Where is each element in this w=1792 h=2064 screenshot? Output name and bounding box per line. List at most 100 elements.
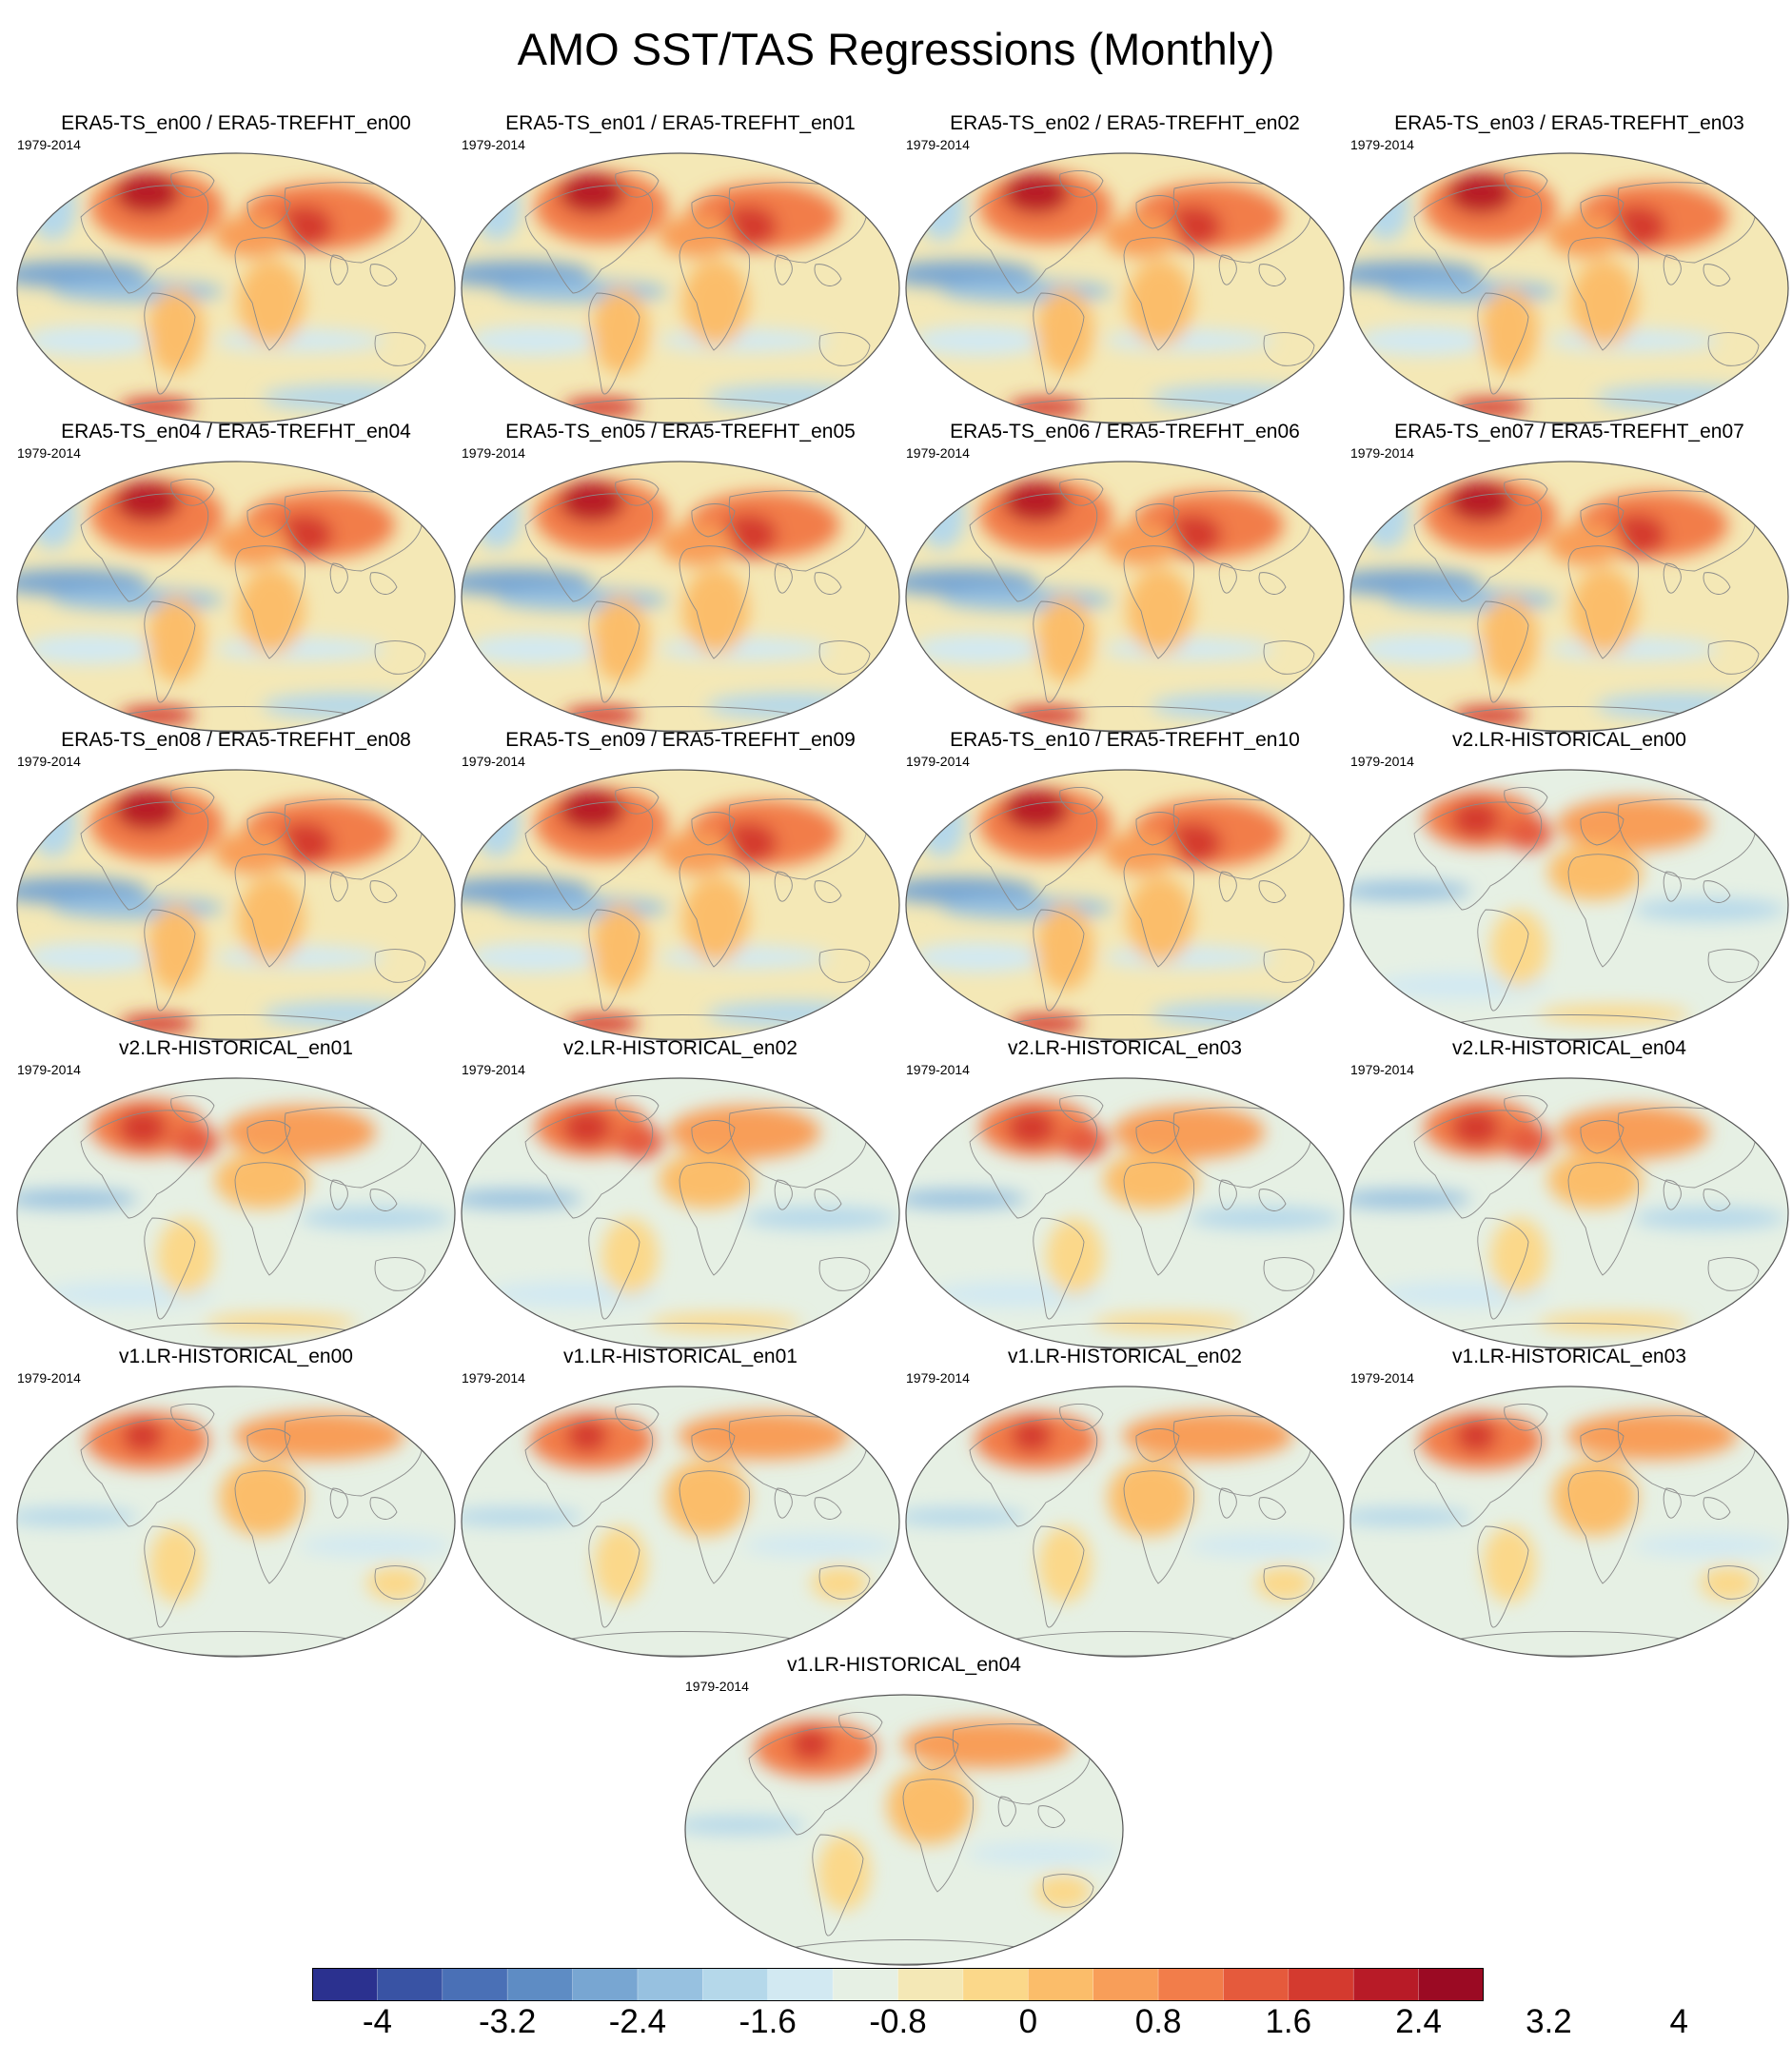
panel-title: v1.LR-HISTORICAL_en03 xyxy=(1452,1346,1686,1367)
colorbar-segment xyxy=(1353,1968,1420,2001)
coastline-australia xyxy=(1042,1874,1094,1908)
coastline-samerica xyxy=(144,600,196,703)
coastline-samerica xyxy=(588,909,640,1012)
colorbar-segment xyxy=(637,1968,703,2001)
regression-map xyxy=(16,461,456,733)
panel-title: ERA5-TS_en01 / ERA5-TREFHT_en01 xyxy=(505,112,856,134)
coastline-namerica xyxy=(524,801,654,911)
coastline-namerica xyxy=(969,801,1098,911)
panel-period: 1979-2014 xyxy=(1350,1062,1414,1077)
regression-map xyxy=(461,1386,900,1658)
coastline-samerica xyxy=(1033,292,1085,395)
coastline-samerica xyxy=(1477,1217,1529,1320)
panel-period: 1979-2014 xyxy=(906,1370,970,1386)
coastline-samerica xyxy=(588,600,640,703)
coastline-india xyxy=(1218,562,1237,594)
panel-period: 1979-2014 xyxy=(17,137,81,152)
colorbar-segment xyxy=(1288,1968,1354,2001)
panel-period: 1979-2014 xyxy=(17,1370,81,1386)
colorbar-tick-label: -3.2 xyxy=(479,2003,537,2040)
coastline-namerica xyxy=(80,185,209,294)
coastline-africa xyxy=(1567,1470,1640,1584)
coastline-namerica xyxy=(748,1726,877,1836)
colorbar-segment xyxy=(1028,1968,1094,2001)
coastline-namerica xyxy=(524,493,654,602)
map-outline xyxy=(684,1694,1124,1966)
coastline-seasia xyxy=(1037,1805,1066,1828)
coastline-seasia xyxy=(369,264,398,286)
coastline-namerica xyxy=(1413,1418,1543,1527)
regression-map xyxy=(905,769,1345,1041)
map-panel: ERA5-TS_en05 / ERA5-TREFHT_en05 1979-2014 xyxy=(459,421,902,735)
panel-title: ERA5-TS_en04 / ERA5-TREFHT_en04 xyxy=(61,421,411,442)
map-outline xyxy=(905,1386,1345,1658)
colorbar-segment xyxy=(833,1968,898,2001)
map-outline xyxy=(905,152,1345,424)
coastline-india xyxy=(329,1487,348,1519)
coastline-europe xyxy=(1580,195,1625,229)
coastline-europe xyxy=(1580,812,1625,846)
colorbar xyxy=(312,1968,1484,2001)
coastline-africa xyxy=(1567,854,1640,968)
panel-period: 1979-2014 xyxy=(906,1062,970,1077)
coastline-namerica xyxy=(524,185,654,294)
coastline-australia xyxy=(818,640,871,675)
map-panel: v2.LR-HISTORICAL_en02 1979-2014 xyxy=(459,1037,902,1351)
map-panel: v2.LR-HISTORICAL_en00 1979-2014 xyxy=(1348,729,1791,1043)
coastline-africa xyxy=(679,1470,751,1584)
panel-title: ERA5-TS_en09 / ERA5-TREFHT_en09 xyxy=(505,729,856,751)
colorbar-tick-label: -2.4 xyxy=(608,2003,667,2040)
coastline-europe xyxy=(246,1120,291,1154)
coastline-australia xyxy=(818,1257,871,1291)
coastline-samerica xyxy=(1033,1525,1085,1628)
coastline-africa xyxy=(1123,545,1195,659)
panel-period: 1979-2014 xyxy=(462,754,525,769)
coastline-namerica xyxy=(80,1110,209,1219)
coastline-europe xyxy=(1580,503,1625,538)
map-panel: v2.LR-HISTORICAL_en01 1979-2014 xyxy=(14,1037,458,1351)
map-outline xyxy=(1349,769,1789,1041)
coastline-samerica xyxy=(1477,292,1529,395)
map-outline xyxy=(16,152,456,424)
panel-title: ERA5-TS_en02 / ERA5-TREFHT_en02 xyxy=(950,112,1300,134)
regression-map xyxy=(16,769,456,1041)
regression-map xyxy=(461,461,900,733)
map-outline xyxy=(905,769,1345,1041)
coastline-india xyxy=(774,1179,793,1210)
coastline-australia xyxy=(818,949,871,983)
coastline-europe xyxy=(691,1120,736,1154)
coastline-australia xyxy=(1263,332,1315,366)
colorbar-segment xyxy=(767,1968,834,2001)
coastline-australia xyxy=(374,1565,426,1600)
coastline-seasia xyxy=(814,1189,842,1211)
coastline-india xyxy=(1663,1487,1682,1519)
coastline-greenland xyxy=(1059,479,1104,506)
map-outline xyxy=(461,152,900,424)
map-panel: v2.LR-HISTORICAL_en04 1979-2014 xyxy=(1348,1037,1791,1351)
regression-map xyxy=(16,1386,456,1658)
coastline-india xyxy=(774,1487,793,1519)
coastline-namerica xyxy=(1413,1110,1543,1219)
coastline-namerica xyxy=(969,1110,1098,1219)
coastline-europe xyxy=(691,195,736,229)
map-outline xyxy=(461,461,900,733)
coastline-namerica xyxy=(1413,185,1543,294)
map-panel: v2.LR-HISTORICAL_en03 1979-2014 xyxy=(903,1037,1347,1351)
coastline-namerica xyxy=(969,1418,1098,1527)
regression-map xyxy=(905,152,1345,424)
panel-title: ERA5-TS_en06 / ERA5-TREFHT_en06 xyxy=(950,421,1300,442)
panel-period: 1979-2014 xyxy=(685,1679,749,1694)
regression-map xyxy=(905,1077,1345,1349)
coastline-europe xyxy=(915,1737,959,1771)
map-outline xyxy=(16,769,456,1041)
coastline-greenland xyxy=(615,1095,660,1123)
coastline-africa xyxy=(1123,1470,1195,1584)
map-panel: ERA5-TS_en09 / ERA5-TREFHT_en09 1979-2014 xyxy=(459,729,902,1043)
map-outline xyxy=(16,1077,456,1349)
coastline-india xyxy=(1218,871,1237,902)
coastline-australia xyxy=(818,332,871,366)
coastline-europe xyxy=(691,1428,736,1463)
panel-period: 1979-2014 xyxy=(906,445,970,461)
map-outline xyxy=(1349,1077,1789,1349)
coastline-africa xyxy=(1567,1162,1640,1276)
